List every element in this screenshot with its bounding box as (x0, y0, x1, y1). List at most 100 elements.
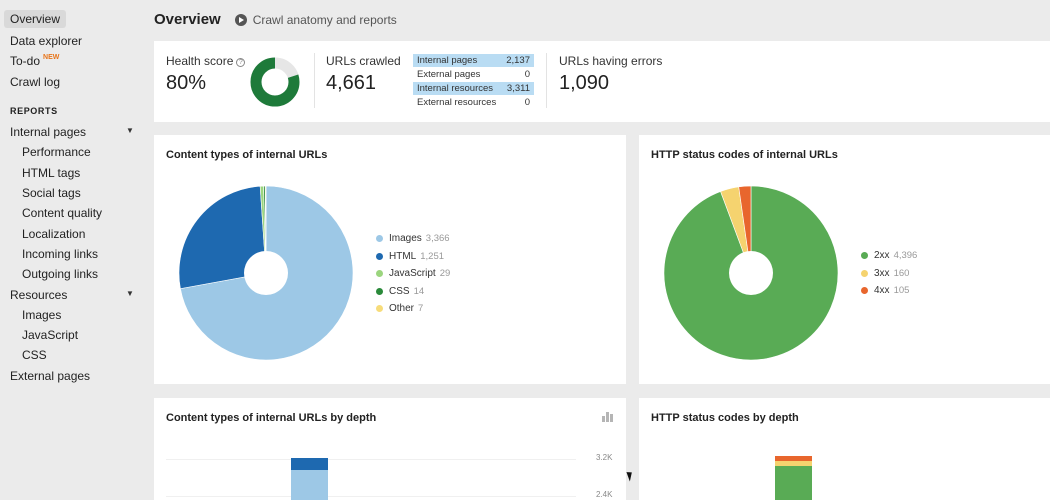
breakdown-row[interactable]: External resources 0 (413, 96, 534, 109)
http-status-card: HTTP status codes of internal URLs 2xx 4,… (639, 135, 1050, 384)
legend-label: HTML (389, 250, 417, 262)
breakdown-label: External pages (417, 69, 481, 80)
legend-value: 29 (439, 268, 451, 280)
legend-item[interactable]: Other 7 (376, 300, 450, 318)
sidebar-item-external-pages[interactable]: External pages (10, 369, 91, 383)
gridline (166, 496, 576, 497)
urls-crawled-label: URLs crawled (326, 54, 401, 68)
legend-item[interactable]: CSS 14 (376, 283, 450, 301)
legend-label: 4xx (874, 285, 890, 297)
divider (546, 53, 547, 108)
health-score-value: 80% (166, 72, 207, 94)
page-title: Overview (154, 11, 221, 28)
legend-item[interactable]: JavaScript 29 (376, 265, 450, 283)
chevron-down-icon[interactable]: ▼ (126, 126, 134, 135)
sidebar-item-javascript[interactable]: JavaScript (22, 328, 79, 342)
sidebar-item-css[interactable]: CSS (22, 348, 47, 362)
donut-fill (250, 57, 300, 107)
chevron-down-icon[interactable]: ▼ (126, 289, 134, 298)
stats-card: Health score? 80% URLs crawled 4,661 Int… (154, 41, 1050, 122)
sidebar-item-localization[interactable]: Localization (22, 227, 86, 241)
legend-value: 14 (413, 285, 425, 297)
legend-label: CSS (389, 285, 410, 297)
new-badge: NEW (43, 54, 60, 61)
breakdown-label: External resources (417, 97, 497, 108)
sidebar-item-content-quality[interactable]: Content quality (22, 206, 103, 220)
legend-swatch (376, 270, 383, 278)
info-icon[interactable]: ? (236, 58, 246, 67)
legend-label: 2xx (874, 250, 890, 262)
sidebar-item-images[interactable]: Images (22, 308, 62, 322)
play-icon[interactable] (234, 13, 247, 26)
pie-slice-html[interactable] (178, 185, 267, 289)
y-tick-label: 3.2K (596, 453, 613, 462)
health-score-donut (250, 57, 300, 107)
errors-value: 1,090 (559, 72, 610, 94)
legend-swatch (861, 269, 868, 277)
legend-item[interactable]: 3xx 160 (861, 265, 917, 283)
sidebar-item-todo[interactable]: To-do NEW (10, 54, 59, 68)
pie-hole (729, 251, 773, 295)
breakdown-row[interactable]: Internal resources 3,311 (413, 82, 534, 95)
legend-item[interactable]: Images 3,366 (376, 230, 450, 248)
card-title: Content types of internal URLs by depth (166, 412, 377, 424)
mouse-cursor-icon (626, 470, 635, 482)
sidebar-item-resources[interactable]: Resources (10, 288, 68, 302)
sidebar-item-social-tags[interactable]: Social tags (22, 186, 81, 200)
content-types-pie[interactable] (178, 185, 354, 361)
depth-status-card: HTTP status codes by depth (639, 398, 1050, 500)
legend-value: 1,251 (420, 250, 445, 262)
legend-swatch (376, 305, 383, 313)
sidebar-item-outgoing-links[interactable]: Outgoing links (22, 267, 99, 281)
pie-hole (244, 251, 288, 295)
page-header: Overview Crawl anatomy and reports (154, 11, 397, 28)
urls-crawled-value: 4,661 (326, 72, 377, 94)
sidebar-item-data-explorer[interactable]: Data explorer (10, 34, 83, 48)
legend-value: 7 (418, 303, 424, 315)
breakdown-label: Internal resources (417, 83, 494, 94)
reports-heading: REPORTS (10, 106, 58, 116)
sidebar-item-incoming-links[interactable]: Incoming links (22, 247, 99, 261)
depth-bar-4xx[interactable] (775, 456, 812, 461)
legend-label: Other (389, 303, 415, 315)
card-title: HTTP status codes of internal URLs (651, 149, 838, 161)
sidebar-item-internal-pages[interactable]: Internal pages (10, 125, 87, 139)
depth-bar-images[interactable] (291, 470, 328, 500)
legend-swatch (376, 235, 383, 243)
legend-item[interactable]: 4xx 105 (861, 282, 917, 300)
depth-bar-2xx[interactable] (775, 466, 812, 500)
breakdown-label: Internal pages (417, 55, 478, 66)
http-status-pie[interactable] (663, 185, 839, 361)
legend-swatch (861, 252, 868, 260)
legend-value: 105 (893, 285, 910, 297)
depth-content-card: Content types of internal URLs by depth … (154, 398, 626, 500)
card-title: HTTP status codes by depth (651, 412, 799, 424)
sidebar-item-html-tags[interactable]: HTML tags (22, 166, 81, 180)
legend-value: 160 (893, 267, 910, 279)
legend-label: JavaScript (389, 268, 436, 280)
card-title: Content types of internal URLs (166, 149, 328, 161)
sidebar-item-performance[interactable]: Performance (22, 145, 91, 159)
legend-label: 3xx (874, 267, 890, 279)
crawl-anatomy-link[interactable]: Crawl anatomy and reports (252, 12, 397, 27)
sidebar-item-crawl-log[interactable]: Crawl log (10, 75, 61, 89)
breakdown-row[interactable]: External pages 0 (413, 68, 534, 81)
breakdown-row[interactable]: Internal pages 2,137 (413, 54, 534, 67)
sidebar-item-overview[interactable]: Overview (4, 10, 67, 28)
legend-label: Images (389, 233, 422, 245)
gridline (166, 459, 576, 460)
depth-bar-html[interactable] (291, 458, 328, 470)
y-tick-label: 2.4K (596, 490, 613, 499)
health-score-label-text: Health score (166, 54, 234, 68)
legend-item[interactable]: 2xx 4,396 (861, 247, 917, 265)
content-types-card: Content types of internal URLs Images 3,3… (154, 135, 626, 384)
breakdown-value: 3,311 (506, 83, 530, 94)
http-status-legend: 2xx 4,396 3xx 160 4xx 105 (861, 247, 917, 300)
breakdown-value: 0 (524, 69, 530, 80)
bar-chart-icon[interactable] (602, 412, 614, 422)
depth-bar-3xx[interactable] (775, 461, 812, 466)
legend-value: 3,366 (425, 233, 450, 245)
legend-value: 4,396 (893, 250, 918, 262)
legend-item[interactable]: HTML 1,251 (376, 248, 450, 266)
legend-swatch (861, 287, 868, 295)
